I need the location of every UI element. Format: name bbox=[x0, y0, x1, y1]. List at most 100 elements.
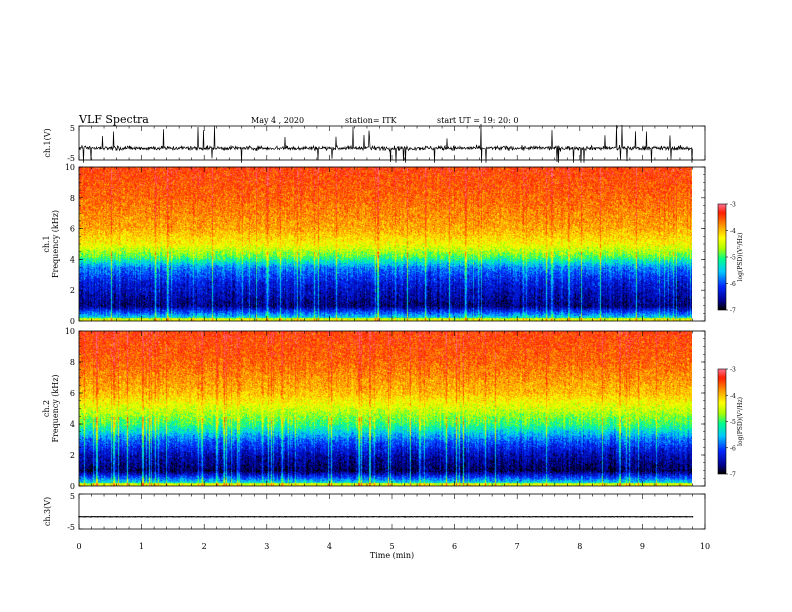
ch1-spectrogram-ytick-label: 8 bbox=[70, 194, 75, 203]
ch3-waveform-marker bbox=[647, 515, 650, 518]
ch3-waveform-xtick-label: 7 bbox=[515, 542, 520, 551]
ch3-waveform-marker bbox=[322, 515, 324, 518]
figure-title: VLF Spectra bbox=[79, 113, 149, 126]
ch3-waveform-xtick-label: 1 bbox=[139, 542, 144, 551]
ch3-waveform-marker bbox=[397, 515, 400, 518]
ch3-waveform-marker bbox=[597, 515, 600, 518]
ch3-waveform-marker bbox=[409, 515, 412, 518]
ch1-waveform-ylabel: ch.1(V) bbox=[43, 128, 52, 157]
ch3-waveform-ylabel: ch.3(V) bbox=[43, 497, 52, 526]
ch3-waveform-marker bbox=[491, 515, 493, 518]
ch3-waveform-marker bbox=[115, 515, 118, 518]
ch3-waveform-marker bbox=[391, 515, 393, 518]
ch3-waveform-xlabel: Time (min) bbox=[370, 551, 414, 560]
ch3-waveform-marker bbox=[297, 515, 299, 518]
ch2-spectrogram-ytick-label: 0 bbox=[70, 482, 75, 491]
ch2-spectrogram-colorbar-tick-label: -7 bbox=[730, 472, 736, 479]
ch3-waveform-marker bbox=[316, 515, 318, 518]
ch1-spectrogram-ytick-label: 10 bbox=[65, 163, 75, 172]
ch3-waveform-marker bbox=[84, 515, 87, 518]
ch3-waveform-marker bbox=[353, 515, 356, 518]
ch3-waveform-marker bbox=[591, 515, 594, 518]
ch3-waveform-marker bbox=[566, 515, 569, 518]
ch3-waveform-marker bbox=[291, 515, 293, 518]
ch3-waveform-marker bbox=[90, 515, 93, 518]
ch3-waveform-marker bbox=[510, 515, 512, 518]
ch3-waveform-marker bbox=[178, 515, 180, 518]
ch2-spectrogram-colorbar-label: log(PSD)(V²/Hz) bbox=[737, 397, 744, 446]
ch3-waveform-marker bbox=[553, 515, 556, 518]
ch3-waveform-marker bbox=[579, 515, 581, 518]
ch1-waveform-ytick-label: 5 bbox=[70, 124, 75, 133]
ch3-waveform-marker bbox=[585, 515, 587, 518]
ch3-waveform-marker bbox=[572, 515, 575, 518]
ch3-waveform-marker bbox=[228, 515, 231, 518]
ch3-waveform-marker bbox=[266, 515, 268, 518]
ch1-waveform-ytick-label: -5 bbox=[67, 154, 75, 163]
ch3-waveform-marker bbox=[635, 515, 637, 518]
ch3-waveform-marker bbox=[610, 515, 612, 518]
ch3-waveform-marker bbox=[284, 515, 287, 518]
ch3-waveform-marker bbox=[328, 515, 331, 518]
ch3-waveform-marker bbox=[447, 515, 450, 518]
ch3-waveform-marker bbox=[96, 515, 99, 518]
ch3-waveform-marker bbox=[485, 515, 487, 518]
ch3-waveform-xtick-label: 0 bbox=[76, 542, 81, 551]
ch3-waveform-marker bbox=[190, 515, 193, 518]
ch3-waveform-marker bbox=[541, 515, 544, 518]
ch3-waveform-marker bbox=[103, 515, 105, 518]
ch3-waveform-marker bbox=[528, 515, 531, 518]
ch3-waveform-marker bbox=[428, 515, 431, 518]
ch3-waveform-marker bbox=[422, 515, 425, 518]
ch3-waveform-marker bbox=[472, 515, 475, 518]
ch1-spectrogram-colorbar-tick-label: -4 bbox=[730, 228, 736, 235]
ch3-waveform-marker bbox=[660, 515, 662, 518]
ch3-waveform-marker bbox=[384, 515, 387, 518]
station-label: station= ITK bbox=[345, 116, 397, 125]
ch3-waveform-xtick-label: 8 bbox=[577, 542, 582, 551]
ch3-waveform-marker bbox=[147, 515, 149, 518]
ch3-waveform-marker bbox=[378, 515, 381, 518]
ch3-waveform-marker bbox=[347, 515, 349, 518]
ch3-waveform-marker bbox=[203, 515, 205, 518]
ch3-waveform-marker bbox=[691, 515, 694, 518]
ch1-spectrogram-ytick-label: 2 bbox=[70, 286, 75, 295]
ch3-waveform-marker bbox=[140, 515, 143, 518]
ch3-waveform-marker bbox=[309, 515, 312, 518]
ch3-waveform-marker bbox=[547, 515, 550, 518]
ch3-waveform-marker bbox=[234, 515, 237, 518]
ch1-spectrogram-ytick-label: 6 bbox=[70, 225, 75, 234]
ch2-spectrogram-colorbar-tick-label: -4 bbox=[730, 393, 736, 400]
ch3-waveform-marker bbox=[109, 515, 112, 518]
ch2-spectrogram-ytick-label: 8 bbox=[70, 358, 75, 367]
ch3-waveform-marker bbox=[435, 515, 437, 518]
ch2-spectrogram-ytick-label: 2 bbox=[70, 451, 75, 460]
ch3-waveform-marker bbox=[272, 515, 274, 518]
ch2-spectrogram-ytick-label: 4 bbox=[70, 420, 75, 429]
ch1-spectrogram-colorbar bbox=[718, 204, 726, 310]
ch3-waveform-marker bbox=[197, 515, 199, 518]
ch3-waveform-marker bbox=[303, 515, 306, 518]
ch3-waveform-marker bbox=[209, 515, 212, 518]
ch3-waveform-xtick-label: 10 bbox=[700, 542, 710, 551]
ch1-waveform-frame bbox=[78, 125, 706, 161]
ch2-spectrogram-ytick-label: 10 bbox=[65, 327, 75, 336]
ch3-waveform-marker bbox=[535, 515, 537, 518]
ch2-spectrogram-colorbar-tick-label: -3 bbox=[730, 367, 736, 374]
ch3-waveform-marker bbox=[560, 515, 562, 518]
ch3-waveform-marker bbox=[278, 515, 281, 518]
ch3-waveform-xtick-label: 9 bbox=[640, 542, 645, 551]
ch1-spectrogram-ylabel: Frequency (kHz) bbox=[51, 210, 60, 278]
ch1-spectrogram-colorbar-label: log(PSD)(V²/Hz) bbox=[737, 233, 744, 282]
ch3-waveform-marker bbox=[503, 515, 506, 518]
ch3-waveform-marker bbox=[672, 515, 675, 518]
ch3-waveform-xtick-label: 4 bbox=[327, 542, 332, 551]
ch3-waveform-ytick-label: -5 bbox=[67, 523, 75, 532]
ch3-waveform-marker bbox=[247, 515, 249, 518]
ch3-waveform-marker bbox=[416, 515, 418, 518]
ch3-waveform-marker bbox=[253, 515, 256, 518]
ch3-waveform-marker bbox=[641, 515, 644, 518]
ch3-waveform-marker bbox=[184, 515, 187, 518]
ch3-waveform-marker bbox=[372, 515, 375, 518]
ch3-waveform-marker bbox=[215, 515, 218, 518]
